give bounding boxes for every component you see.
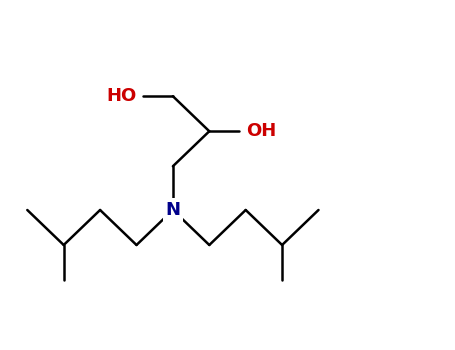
- Text: N: N: [166, 201, 180, 219]
- Text: OH: OH: [246, 122, 276, 140]
- Text: HO: HO: [106, 87, 136, 105]
